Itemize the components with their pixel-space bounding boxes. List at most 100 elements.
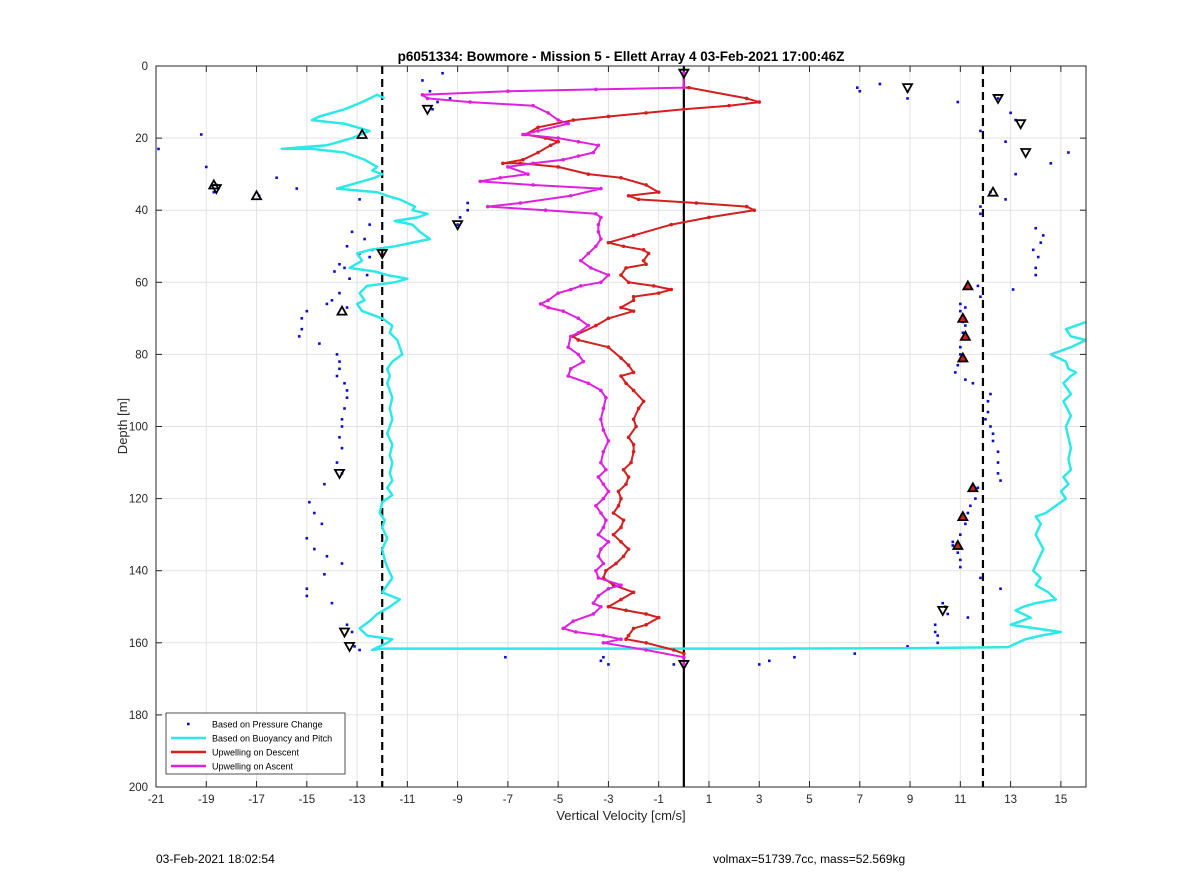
descent-upwelling-point [586, 172, 591, 176]
y-tick-label: 140 [129, 566, 148, 578]
descent-upwelling-point [669, 287, 674, 292]
descent-upwelling-point [606, 604, 611, 609]
ascent-upwelling-point [586, 251, 591, 256]
y-tick-label: 20 [135, 133, 148, 145]
chart-title: p6051334: Bowmore - Mission 5 - Ellett A… [398, 49, 845, 64]
ascent-upwelling-point [604, 467, 608, 472]
ascent-marker [951, 539, 964, 550]
descent-upwelling-point [626, 475, 631, 479]
descent-upwelling-point [636, 406, 641, 411]
pressure-change-point [933, 623, 937, 627]
ascent-upwelling-point [571, 619, 576, 623]
pressure-change-point [959, 558, 962, 562]
pressure-change-point [979, 576, 982, 580]
pressure-change-point [941, 601, 945, 605]
footer-timestamp: 03-Feb-2021 18:02:54 [156, 852, 275, 866]
pressure-change-point [984, 417, 987, 421]
x-tick-label: 11 [954, 794, 966, 806]
ascent-upwelling-point [531, 103, 535, 108]
descent-upwelling-point [606, 114, 611, 119]
descent-upwelling-point [626, 633, 631, 638]
y-tick-label: 100 [129, 422, 148, 434]
pressure-change-point [365, 273, 369, 277]
pressure-change-point [964, 324, 967, 327]
descent-upwelling-point [644, 111, 648, 115]
y-tick-label: 0 [142, 61, 148, 73]
pressure-change-point [602, 655, 605, 659]
ascent-upwelling-point [596, 230, 601, 234]
ascent-upwelling-point [420, 93, 425, 97]
x-tick-label: -13 [349, 794, 366, 806]
ascent-upwelling-point [599, 547, 603, 551]
pressure-change-point [996, 97, 1000, 100]
descent-upwelling-point [631, 233, 636, 238]
ascent-upwelling-point [599, 215, 603, 220]
descent-upwelling-point [727, 103, 731, 108]
pressure-change-point [313, 511, 316, 515]
y-tick-label: 180 [129, 710, 148, 722]
pressure-change-point [305, 587, 309, 591]
ascent-marker [207, 178, 220, 190]
descent-upwelling-point [616, 489, 621, 494]
pressure-change-point [878, 82, 882, 86]
descent-upwelling-point [624, 381, 628, 386]
ascent-upwelling-point [531, 183, 535, 187]
pressure-change-point [300, 327, 304, 331]
ascent-upwelling-point [596, 143, 601, 148]
ascent-upwelling-point [606, 489, 611, 494]
x-tick-label: -21 [148, 794, 165, 806]
descent-upwelling-point [707, 215, 711, 220]
descent-upwelling-point [631, 417, 636, 422]
ascent-upwelling-point [599, 237, 603, 241]
descent-upwelling-point [616, 504, 621, 508]
descent-upwelling-point [744, 204, 749, 209]
pressure-change-point [320, 522, 324, 526]
ascent-upwelling-point [606, 540, 611, 544]
pressure-change-point [1004, 140, 1007, 144]
pressure-change-point [295, 187, 299, 190]
ascent-upwelling-point [506, 89, 510, 94]
descent-upwelling-point [536, 150, 540, 155]
ascent-upwelling-point [596, 594, 601, 598]
ascent-upwelling-point [682, 71, 686, 76]
pressure-change-point [986, 399, 990, 403]
descent-upwelling-point [656, 190, 661, 194]
pressure-change-point [956, 100, 960, 104]
pressure-change-point [996, 450, 1000, 454]
descent-upwelling-point [644, 183, 648, 187]
ascent-upwelling-point [599, 417, 603, 422]
ascent-upwelling-point [561, 157, 565, 162]
pressure-change-point [1067, 151, 1070, 154]
legend-label: Upwelling on Descent [212, 748, 300, 758]
descent-upwelling-point [571, 118, 576, 122]
pressure-change-point [1049, 162, 1053, 165]
pressure-change-point [1009, 111, 1012, 115]
pressure-change-point [959, 309, 962, 313]
x-tick-label: -9 [453, 794, 463, 806]
pressure-change-point [672, 663, 676, 666]
descent-upwelling-point [576, 338, 581, 342]
pressure-change-point [305, 536, 309, 540]
descent-upwelling-point [621, 467, 626, 472]
pressure-change-point [951, 544, 955, 547]
pressure-change-point [971, 381, 975, 385]
x-tick-label: 13 [1004, 794, 1017, 806]
ascent-marker [961, 279, 974, 291]
ascent-upwelling-point [682, 85, 686, 90]
footer-vehicle-info: volmax=51739.7cc, mass=52.569kg [713, 852, 906, 866]
pressure-change-point [979, 295, 982, 299]
pressure-change-point [466, 208, 469, 212]
descent-upwelling-point [556, 165, 560, 169]
legend-box [165, 712, 346, 775]
pressure-change-point [991, 432, 995, 436]
pressure-change-point [1014, 172, 1017, 176]
descent-upwelling-point [641, 399, 646, 404]
y-tick-label: 200 [129, 782, 148, 794]
ascent-upwelling-point [468, 100, 472, 104]
descent-upwelling-point [752, 208, 757, 212]
ascent-upwelling-point [594, 568, 598, 573]
pressure-change-point [308, 500, 311, 504]
pressure-change-point [199, 133, 203, 136]
ascent-upwelling-point [576, 154, 581, 158]
pressure-change-point [996, 461, 1000, 464]
